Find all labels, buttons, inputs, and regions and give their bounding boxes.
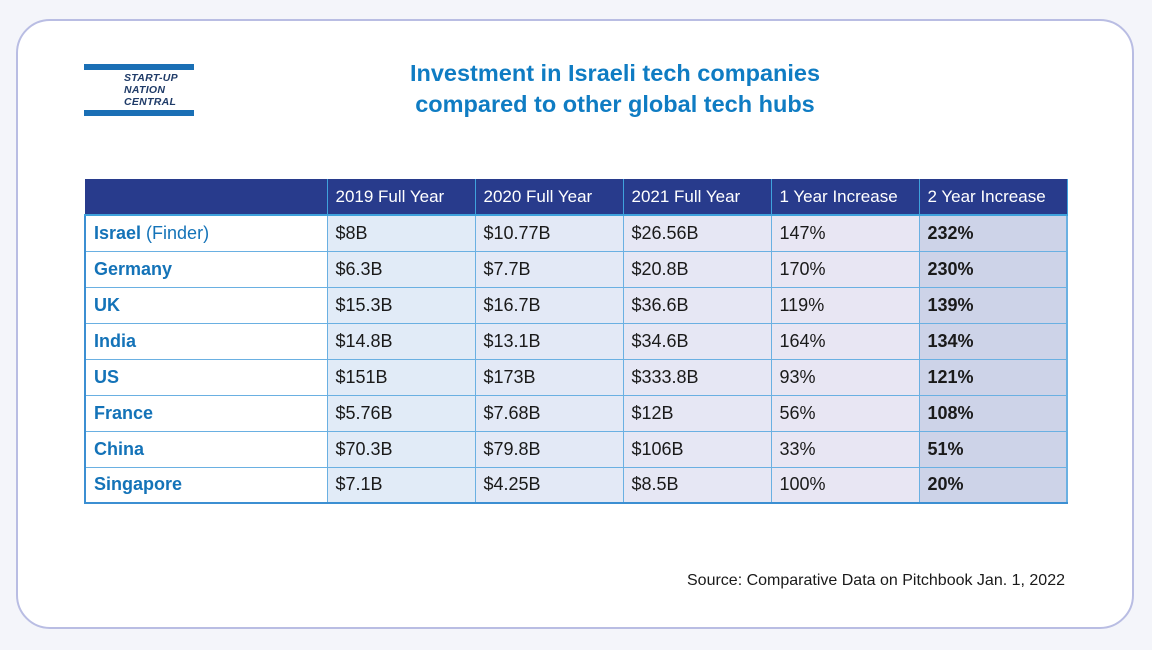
- column-header: 2 Year Increase: [918, 179, 1068, 216]
- value-cell: $173B: [474, 358, 624, 396]
- logo-bottom-bar: [84, 110, 194, 116]
- value-cell: 232%: [918, 214, 1068, 252]
- value-cell: $4.25B: [474, 466, 624, 504]
- chart-title-line-2: compared to other global tech hubs: [415, 91, 815, 117]
- table-row: China $70.3B $79.8B $106B 33% 51%: [84, 430, 1068, 468]
- country-cell: Israel (Finder): [84, 214, 328, 252]
- value-cell: $333.8B: [622, 358, 772, 396]
- country-cell: US: [84, 358, 328, 396]
- start-up-nation-central-logo: START-UP NATION CENTRAL: [84, 64, 204, 120]
- value-cell: $12B: [622, 394, 772, 432]
- table-row: France $5.76B $7.68B $12B 56% 108%: [84, 394, 1068, 432]
- value-cell: 100%: [770, 466, 920, 504]
- value-cell: 139%: [918, 286, 1068, 324]
- column-header: 1 Year Increase: [770, 179, 920, 216]
- country-cell: India: [84, 322, 328, 360]
- country-note: (Finder): [141, 222, 210, 243]
- logo-text-line-2: NATION: [124, 84, 166, 96]
- country-name: Israel: [94, 222, 142, 243]
- value-cell: $14.8B: [326, 322, 476, 360]
- chart-title-line-1: Investment in Israeli tech companies: [409, 60, 821, 86]
- country-name: China: [94, 438, 145, 459]
- country-cell: Singapore: [84, 466, 328, 504]
- value-cell: $7.68B: [474, 394, 624, 432]
- value-cell: $15.3B: [326, 286, 476, 324]
- logo-top-bar: [84, 64, 194, 70]
- value-cell: 20%: [918, 466, 1068, 504]
- value-cell: 121%: [918, 358, 1068, 396]
- table-row: US $151B $173B $333.8B 93% 121%: [84, 358, 1068, 396]
- value-cell: $8B: [326, 214, 476, 252]
- value-cell: $13.1B: [474, 322, 624, 360]
- column-header: 2019 Full Year: [326, 179, 476, 216]
- country-name: UK: [94, 294, 120, 315]
- value-cell: 134%: [918, 322, 1068, 360]
- value-cell: $34.6B: [622, 322, 772, 360]
- table-body: Israel (Finder) $8B $10.77B $26.56B 147% 232%…: [84, 214, 1068, 504]
- value-cell: $79.8B: [474, 430, 624, 468]
- value-cell: $151B: [326, 358, 476, 396]
- investment-table: 2019 Full Year 2020 Full Year 2021 Full …: [84, 179, 1068, 504]
- value-cell: $20.8B: [622, 250, 772, 288]
- value-cell: 147%: [770, 214, 920, 252]
- table-row: Germany $6.3B $7.7B $20.8B 170% 230%: [84, 250, 1068, 288]
- value-cell: 230%: [918, 250, 1068, 288]
- value-cell: 51%: [918, 430, 1068, 468]
- country-name: India: [94, 330, 137, 351]
- column-header: 2021 Full Year: [622, 179, 772, 216]
- value-cell: 164%: [770, 322, 920, 360]
- table-header-row: 2019 Full Year 2020 Full Year 2021 Full …: [85, 179, 1068, 216]
- country-cell: UK: [84, 286, 328, 324]
- country-name: US: [94, 366, 120, 387]
- value-cell: 33%: [770, 430, 920, 468]
- value-cell: $70.3B: [326, 430, 476, 468]
- country-cell: Germany: [84, 250, 328, 288]
- column-header: 2020 Full Year: [474, 179, 624, 216]
- header-corner-cell: [85, 179, 328, 216]
- value-cell: $6.3B: [326, 250, 476, 288]
- value-cell: $5.76B: [326, 394, 476, 432]
- table-row: UK $15.3B $16.7B $36.6B 119% 139%: [84, 286, 1068, 324]
- logo-text-line-3: CENTRAL: [124, 96, 177, 108]
- chart-title: Investment in Israeli tech companies com…: [300, 58, 930, 120]
- value-cell: $7.7B: [474, 250, 624, 288]
- value-cell: $26.56B: [622, 214, 772, 252]
- source-note: Source: Comparative Data on Pitchbook Ja…: [687, 572, 1065, 589]
- country-cell: China: [84, 430, 328, 468]
- value-cell: 119%: [770, 286, 920, 324]
- value-cell: $106B: [622, 430, 772, 468]
- value-cell: 108%: [918, 394, 1068, 432]
- value-cell: $7.1B: [326, 466, 476, 504]
- country-name: Singapore: [94, 474, 183, 495]
- value-cell: 56%: [770, 394, 920, 432]
- table-row: Israel (Finder) $8B $10.77B $26.56B 147% 232%: [84, 214, 1068, 252]
- value-cell: $16.7B: [474, 286, 624, 324]
- value-cell: 93%: [770, 358, 920, 396]
- table-row: India $14.8B $13.1B $34.6B 164% 134%: [84, 322, 1068, 360]
- value-cell: $10.77B: [474, 214, 624, 252]
- table-row: Singapore $7.1B $4.25B $8.5B 100% 20%: [84, 466, 1068, 504]
- country-name: France: [94, 402, 154, 423]
- country-cell: France: [84, 394, 328, 432]
- logo-text-line-1: START-UP: [124, 72, 178, 84]
- value-cell: 170%: [770, 250, 920, 288]
- value-cell: $36.6B: [622, 286, 772, 324]
- value-cell: $8.5B: [622, 466, 772, 504]
- country-name: Germany: [94, 258, 173, 279]
